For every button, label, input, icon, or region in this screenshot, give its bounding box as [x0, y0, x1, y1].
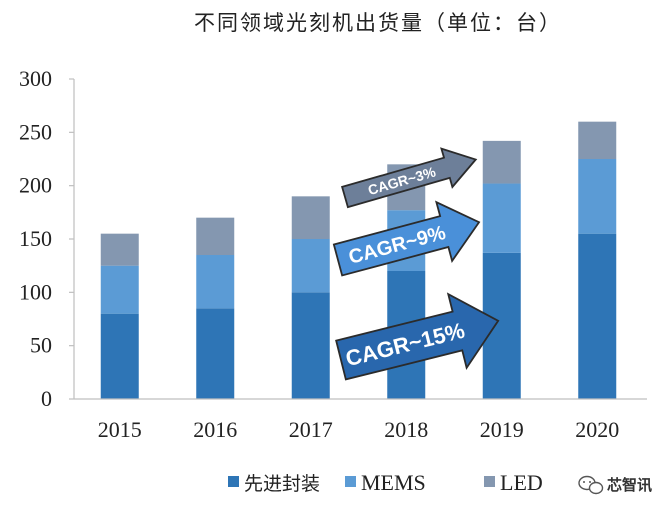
- bar-segment-0-5: [578, 233, 617, 399]
- bar-segment-1-1: [196, 255, 235, 309]
- legend-swatch: [345, 476, 356, 487]
- bar-segment-1-0: [100, 265, 139, 314]
- y-tick-label: 150: [19, 226, 52, 251]
- watermark-text: 芯智讯: [607, 476, 652, 494]
- bar-segment-2-2: [291, 196, 330, 239]
- wechat-icon: [578, 475, 604, 495]
- x-tick-label: 2016: [193, 417, 237, 442]
- x-tick-label: 2018: [384, 417, 428, 442]
- legend-swatch: [228, 476, 239, 487]
- y-tick-label: 300: [19, 66, 52, 91]
- bar-segment-1-4: [482, 183, 521, 253]
- watermark: 芯智讯: [578, 475, 652, 495]
- cagr-arrow-shape: [332, 200, 481, 277]
- bar-segment-2-5: [578, 121, 617, 159]
- y-tick-label: 0: [41, 386, 52, 411]
- y-tick-label: 50: [30, 333, 52, 358]
- y-tick-label: 200: [19, 173, 52, 198]
- bar-segment-0-0: [100, 313, 139, 399]
- cagr-arrow-shape: [340, 147, 478, 209]
- legend-label: MEMS: [361, 470, 426, 495]
- y-tick-label: 100: [19, 279, 52, 304]
- bar-segment-2-4: [482, 140, 521, 184]
- chart-title: 不同领域光刻机出货量（单位：台）: [194, 11, 562, 35]
- bar-segment-2-1: [196, 217, 235, 255]
- legend-label: LED: [500, 470, 543, 495]
- x-tick-label: 2017: [289, 417, 333, 442]
- bar-segment-0-1: [196, 308, 235, 399]
- bar-segment-0-2: [291, 292, 330, 399]
- x-tick-label: 2015: [98, 417, 142, 442]
- bar-segment-1-5: [578, 159, 617, 234]
- x-axis: 2015 2016 2017 2018 2019 2020: [74, 398, 647, 442]
- x-tick-label: 2019: [480, 417, 524, 442]
- x-tick-label: 2020: [575, 417, 619, 442]
- bar-segment-2-0: [100, 233, 139, 266]
- y-tick-label: 250: [19, 119, 52, 144]
- legend-swatch: [484, 476, 495, 487]
- bar-segment-1-2: [291, 239, 330, 293]
- y-axis: 0 50 100 150 200 250 300: [19, 66, 75, 411]
- cagr-arrow-shape: [335, 292, 500, 381]
- legend-label: 先进封装: [244, 473, 320, 495]
- legend: 先进封装 MEMS LED: [228, 470, 543, 495]
